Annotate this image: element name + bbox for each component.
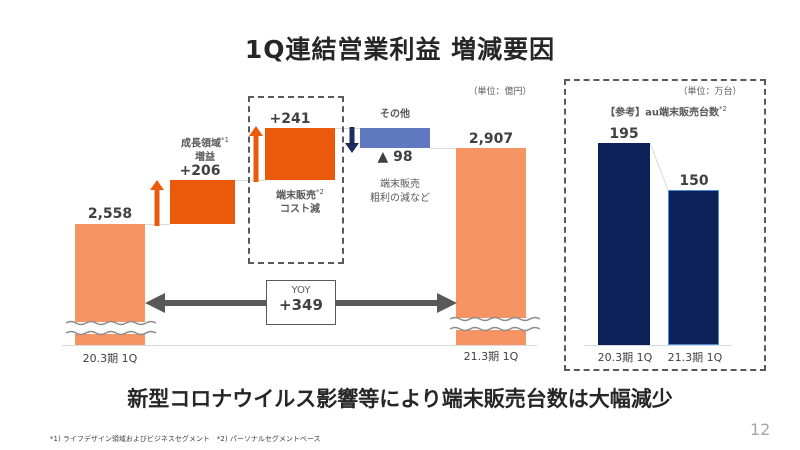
page-title: 1Q連結営業利益 増減要因 [244, 35, 556, 64]
ref-bar-value-label: 150 [679, 173, 709, 189]
step2-value-label: +241 [269, 111, 311, 127]
yoy-value: +349 [279, 296, 323, 314]
reference-unit-label: （単位：万台） [678, 87, 742, 97]
connector-line [430, 148, 456, 149]
headline: 新型コロナウイルス影響等により端末販売台数は大幅減少 [127, 387, 673, 411]
ref-bar-value-label: 195 [609, 126, 639, 142]
step3-description: 端末販売 粗利の減など [370, 179, 430, 204]
ref-category-label: 21.3期 1Q [667, 351, 723, 364]
footnote: *1) ライフデザイン領域およびビジネスセグメント *2) パーソナルセグメント… [50, 435, 321, 443]
step1-description: 成長領域*1 増益 [181, 136, 229, 164]
reference-chart-box [564, 79, 766, 371]
step3-title: その他 [380, 109, 410, 120]
step1-value-label: +206 [179, 163, 221, 179]
page-number: 12 [750, 420, 771, 439]
connector-line [335, 128, 360, 129]
start-value-label: 2,558 [87, 206, 133, 222]
connector-line [235, 180, 265, 181]
step2-bar [265, 128, 335, 180]
step3-value-label: ▲ 98 [377, 149, 413, 165]
ref-x-axis-line [584, 345, 732, 346]
reference-title: 【参考】au端末販売台数*2 [605, 105, 727, 119]
end-value-label: 2,907 [468, 131, 514, 147]
ref-bar-2020 [598, 143, 650, 345]
axis-break-icon [450, 316, 540, 332]
highlight-box [248, 96, 344, 264]
yoy-label: YOY [291, 285, 311, 296]
x-axis-line [62, 345, 537, 346]
step3-bar [360, 128, 430, 148]
down-arrow-icon [345, 127, 359, 153]
up-arrow-icon [249, 126, 263, 182]
step2-description: 端末販売*2 コスト減 [276, 188, 324, 216]
unit-label: （単位：億円） [468, 87, 532, 97]
end-category-label: 21.3期 1Q [463, 350, 519, 363]
axis-break-icon [66, 320, 156, 336]
ref-category-label: 20.3期 1Q [597, 351, 653, 364]
end-bar [456, 148, 526, 345]
start-category-label: 20.3期 1Q [82, 352, 138, 365]
step1-bar [170, 180, 235, 224]
up-arrow-icon [150, 180, 164, 226]
yoy-box: YOY +349 [266, 280, 336, 325]
ref-bar-2021 [668, 190, 719, 345]
connector-line [650, 143, 668, 191]
